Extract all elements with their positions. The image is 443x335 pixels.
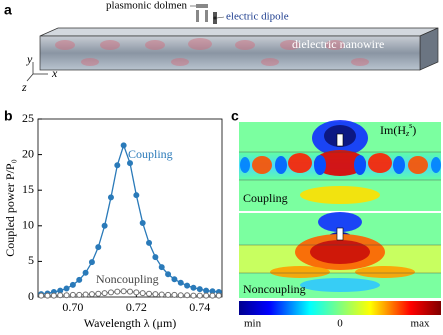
data-point [196, 286, 203, 293]
colorbar-label: max [411, 318, 430, 330]
data-point [127, 288, 133, 295]
data-point [82, 269, 89, 276]
data-point [76, 291, 83, 298]
axis-letter: z [21, 80, 27, 94]
map-label: Noncoupling [243, 282, 306, 296]
data-point [146, 290, 153, 297]
data-point [165, 271, 172, 278]
colorbar-label: 0 [337, 318, 343, 330]
x-tick-label: 0.74 [189, 300, 210, 314]
data-point [120, 142, 127, 149]
data-point [203, 287, 210, 294]
nanowire [39, 4, 439, 71]
text: z [405, 129, 410, 138]
y-tick-label: 25 [22, 111, 34, 125]
data-point [152, 291, 159, 298]
data-point [203, 292, 210, 299]
data-point [152, 254, 159, 261]
y-tick-label: 10 [22, 218, 34, 232]
data-point [177, 279, 184, 286]
colorbar [239, 301, 441, 315]
data-point [165, 291, 172, 298]
data-point [209, 292, 216, 299]
y-tick-label: 20 [22, 146, 34, 160]
data-point [63, 292, 70, 299]
quantity-label: Im(Hzs) [380, 121, 416, 138]
data-point [158, 264, 165, 271]
x-axis-label: Wavelength λ (μm) [84, 316, 177, 330]
data-point [133, 289, 140, 296]
data-point [133, 192, 140, 199]
field-map [239, 120, 441, 298]
data-point [158, 291, 165, 298]
axis-letter: y [26, 52, 33, 66]
data-point [57, 292, 64, 299]
data-point [95, 244, 102, 251]
map-label: Coupling [243, 191, 288, 205]
data-point [69, 291, 76, 298]
data-point [146, 239, 153, 246]
data-point [190, 292, 197, 299]
data-point [95, 290, 102, 297]
axis-letter: x [51, 66, 58, 80]
annotation: dielectric nanowire [292, 37, 384, 51]
data-point [215, 292, 222, 299]
y-tick-label: 5 [28, 253, 34, 267]
data-point [101, 222, 108, 229]
annotation: plasmonic dolmen [106, 0, 187, 12]
y-axis-label: Coupled power P/P₀ [3, 159, 17, 257]
panel-label: a [4, 2, 12, 18]
plot-frame [37, 118, 223, 298]
panel-label: b [4, 108, 13, 124]
data-point [107, 194, 114, 201]
axes-icon [26, 62, 48, 82]
colorbar-label: min [244, 318, 262, 330]
data-point [139, 219, 146, 226]
text: s [409, 121, 412, 130]
chart: 0 5 10 15 20 25 0.70 0.72 0.74 Wavelength λ (μm) C… [3, 111, 223, 330]
data-point [63, 285, 70, 292]
data-point [69, 281, 76, 288]
data-point [50, 292, 57, 299]
annotation: electric dipole [226, 11, 289, 23]
data-point [139, 290, 146, 297]
data-point [127, 160, 133, 167]
data-point [114, 162, 121, 169]
y-tick-label: 0 [28, 289, 34, 303]
data-point [88, 291, 95, 298]
data-point [184, 292, 191, 299]
data-point [107, 289, 114, 296]
data-point [177, 292, 184, 299]
x-tick-label: 0.70 [62, 300, 83, 314]
data-point [196, 292, 203, 299]
x-tick-label: 0.72 [126, 300, 147, 314]
data-point [101, 290, 108, 297]
data-point [171, 291, 178, 298]
data-point [88, 259, 95, 266]
text: ) [412, 123, 416, 137]
data-point [190, 284, 197, 291]
series-label: Coupling [128, 147, 173, 161]
data-point [82, 291, 89, 298]
data-point [44, 292, 51, 299]
data-point [114, 288, 121, 295]
text: Im(H [380, 123, 406, 137]
data-point [171, 276, 178, 283]
data-point [76, 276, 83, 283]
panel-label: c [231, 108, 239, 124]
y-tick-label: 15 [22, 182, 34, 196]
data-point [38, 292, 45, 299]
data-point [120, 288, 127, 295]
series-label: Noncoupling [96, 272, 159, 286]
data-point [184, 282, 191, 289]
